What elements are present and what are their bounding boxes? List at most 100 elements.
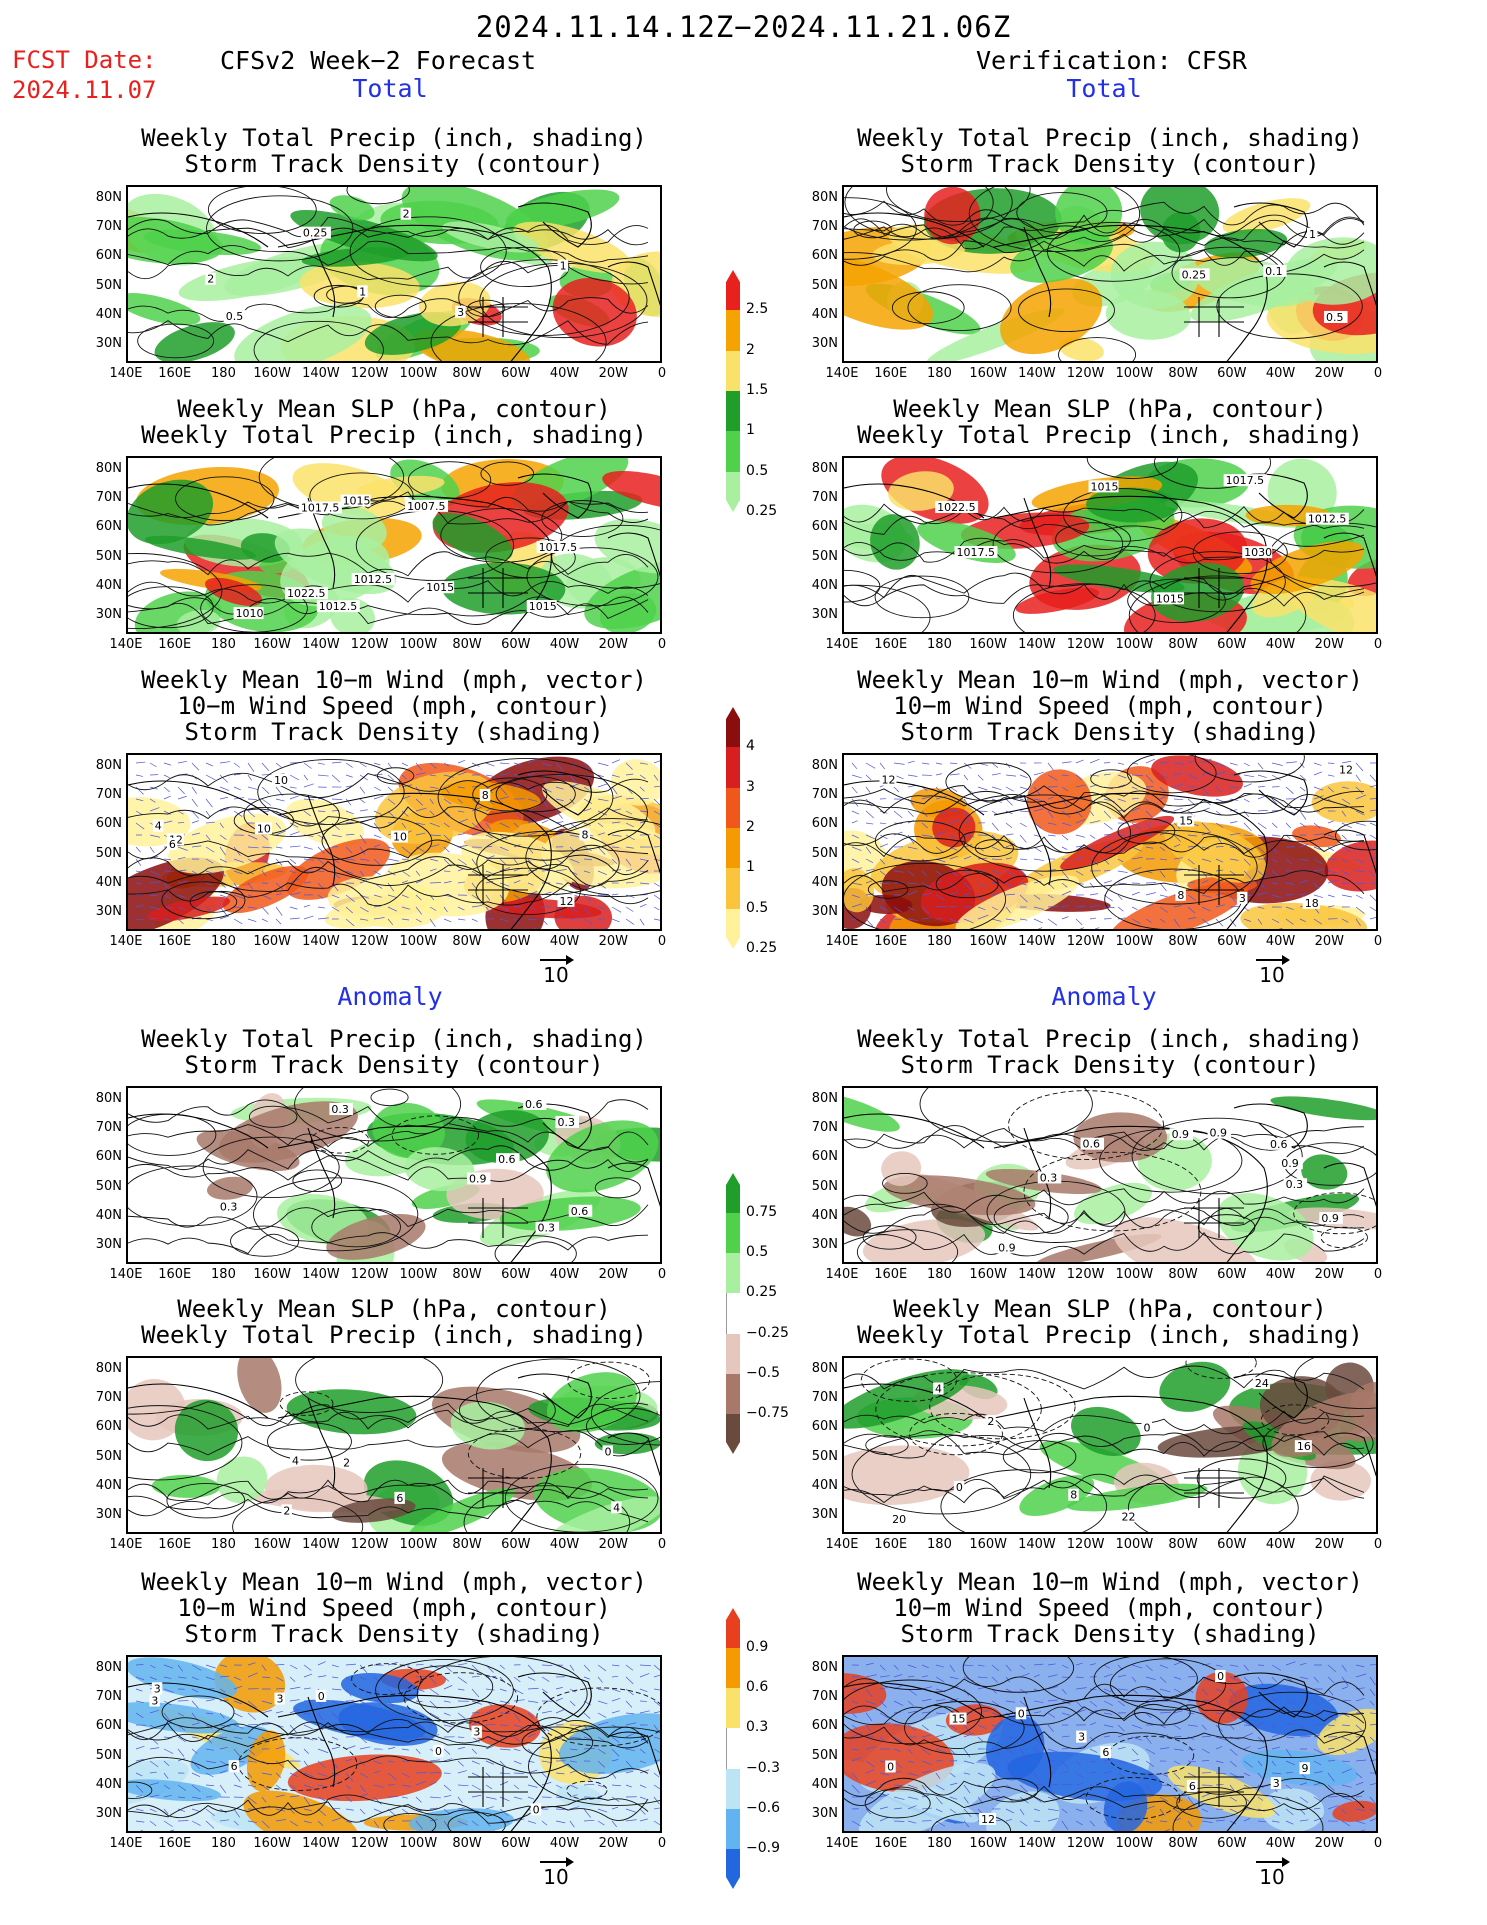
- colorbar-swatch: [726, 868, 740, 909]
- wind-vector: [429, 786, 439, 789]
- contour-line: [526, 547, 659, 607]
- wind-vector: [289, 1820, 299, 1827]
- contour-line: [1154, 458, 1272, 489]
- lat-tick-label: 70N: [95, 490, 122, 506]
- wind-vector: [443, 1758, 453, 1762]
- wind-vector: [1159, 786, 1167, 794]
- wind-vector: [401, 1748, 409, 1751]
- colorbar-label: 0.5: [746, 1244, 769, 1261]
- wind-vector: [1103, 1820, 1110, 1828]
- colorbar-label: −0.5: [746, 1364, 780, 1381]
- wind-vector: [935, 1676, 945, 1683]
- wind-vector: [1103, 762, 1111, 764]
- wind-vector: [1327, 858, 1338, 861]
- wind-vector: [935, 810, 946, 814]
- shading-cell: [1010, 230, 1113, 283]
- wind-vector: [1341, 1736, 1352, 1742]
- wind-vector: [936, 1832, 945, 1833]
- wind-vector: [991, 858, 1003, 861]
- wind-vector: [583, 1676, 590, 1680]
- wind-vector: [1229, 905, 1240, 908]
- wind-vector: [1327, 905, 1335, 908]
- colorbar-label: 0.25: [746, 1284, 778, 1301]
- wind-vector: [1047, 918, 1058, 926]
- wind-vector: [1019, 1808, 1025, 1816]
- wind-vector: [415, 870, 421, 876]
- wind-vector: [1173, 1676, 1182, 1680]
- wind-vector: [457, 1770, 467, 1774]
- lon-tick-label: 140W: [1018, 637, 1056, 652]
- panel-title-line: Weekly Mean 10−m Wind (mph, vector): [857, 666, 1363, 694]
- wind-vector: [163, 1820, 173, 1827]
- contour-line: [844, 862, 1007, 929]
- coastline: [128, 1113, 269, 1149]
- lon-tick-label: 140W: [302, 1836, 340, 1851]
- panel-title-line: Weekly Total Precip (inch, shading): [141, 421, 647, 449]
- contour-line: [844, 1434, 1365, 1459]
- contour-line: [1134, 1699, 1191, 1726]
- wind-vector: [135, 1688, 143, 1692]
- wind-vector: [1313, 771, 1323, 776]
- wind-vector: [1075, 784, 1086, 788]
- wind-vector: [401, 880, 408, 884]
- wind-vector: [1285, 1808, 1294, 1816]
- wind-vector: [345, 1676, 352, 1682]
- wind-vector: [303, 1687, 312, 1690]
- contour-label: 6: [231, 1760, 238, 1773]
- wind-vector: [387, 1772, 397, 1780]
- wind-vector: [177, 880, 188, 884]
- wind-vector: [373, 894, 382, 898]
- wind-vector: [247, 846, 259, 849]
- wind-vector: [373, 858, 381, 866]
- wind-vector: [555, 798, 564, 802]
- colorbar-swatch: [726, 1768, 740, 1809]
- lon-tick-label: 160E: [874, 366, 908, 381]
- wind-vector: [1103, 1664, 1111, 1669]
- contour-label: 6: [1189, 1780, 1196, 1793]
- contour-line: [398, 1665, 494, 1709]
- colorbar-label: 0.3: [746, 1719, 769, 1736]
- wind-vector: [415, 762, 423, 771]
- lon-tick-label: 0: [1373, 1267, 1383, 1282]
- wind-vector: [935, 1772, 941, 1779]
- wind-vector: [921, 1675, 929, 1678]
- wind-vector: [1285, 1700, 1295, 1704]
- wind-vector: [1061, 904, 1069, 908]
- lon-tick-label: 60W: [1217, 1537, 1247, 1552]
- wind-vector: [921, 1711, 931, 1714]
- wind-vector: [879, 1772, 890, 1776]
- wind-vector: [851, 1732, 863, 1738]
- wind-vector: [415, 1796, 422, 1803]
- contour-line: [958, 794, 1132, 872]
- wind-vector: [415, 906, 423, 915]
- wind-vector: [611, 795, 623, 800]
- wind-vector: [625, 869, 633, 872]
- wind-vector: [527, 1676, 536, 1681]
- contour-line: [1216, 273, 1363, 339]
- wind-vector: [205, 774, 216, 781]
- lat-tick-label: 60N: [811, 248, 838, 264]
- wind-vector: [1103, 1784, 1111, 1794]
- wind-vector: [233, 1712, 243, 1718]
- lon-tick-label: 20W: [598, 1537, 628, 1552]
- wind-vector: [387, 1747, 396, 1750]
- wind-vector: [879, 1806, 888, 1810]
- shading-cell: [1105, 290, 1191, 340]
- shading-cell: [176, 609, 221, 632]
- wind-vector: [935, 1664, 944, 1668]
- wind-vector: [149, 807, 160, 812]
- shading-cell: [543, 1496, 660, 1532]
- wind-vector: [205, 882, 213, 886]
- lat-tick-label: 50N: [95, 548, 122, 564]
- wind-vector: [1271, 774, 1281, 781]
- wind-vector: [443, 1700, 451, 1703]
- wind-vector: [247, 1712, 256, 1720]
- wind-vector: [949, 855, 958, 860]
- wind-vector: [1173, 1710, 1183, 1714]
- wind-vector: [415, 918, 422, 923]
- contour-label: 2: [403, 208, 410, 221]
- wind-vector: [639, 1710, 650, 1714]
- wind-vector: [1369, 917, 1376, 920]
- contour-label: 0.9: [998, 1241, 1016, 1254]
- wind-vector: [963, 1664, 974, 1667]
